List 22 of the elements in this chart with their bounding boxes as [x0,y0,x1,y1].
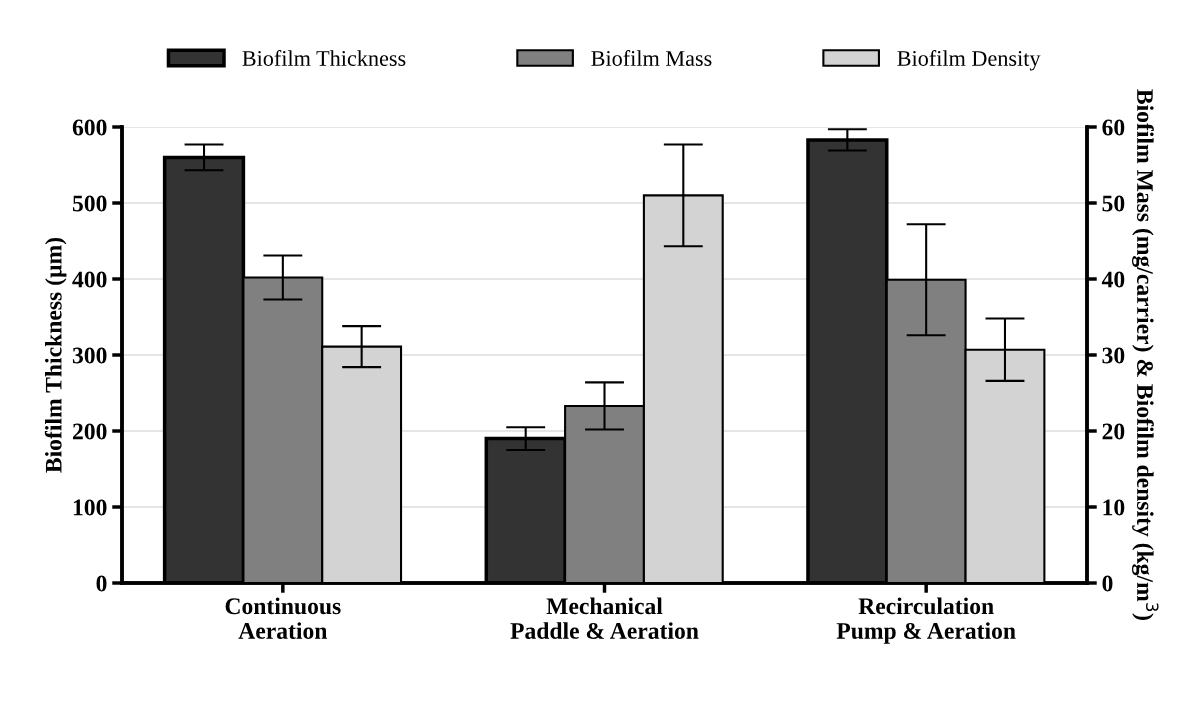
y2-tick-label: 0 [1102,575,1113,592]
x-tick-label: Continuous Aeration [225,597,341,639]
y2-tick-label: 50 [1102,195,1125,212]
y-tick-label: 400 [72,271,107,288]
y2-tick-label: 10 [1103,499,1125,516]
y2-axis-title: Biofilm Mass (mg/carrier) & Biofilm density (kg/m$^{3}$) [1132,89,1159,620]
y2-tick-label: 40 [1101,271,1125,288]
y-tick-label: 100 [73,499,107,516]
x-tick-label: Recirculation Pump & Aeration [836,597,1016,644]
legend-label: Biofilm Density [897,50,1041,71]
legend-label: Biofilm Thickness [242,50,406,66]
y2-tick-label: 60 [1102,119,1125,136]
y-tick-label: 300 [72,347,107,364]
legend-label: Biofilm Mass [591,50,712,66]
y-tick-label: 0 [96,575,107,592]
y2-tick-label: 20 [1102,423,1125,440]
x-tick-label: Mechanical Paddle & Aeration [510,597,699,639]
y-tick-label: 600 [72,119,107,136]
y2-tick-label: 30 [1102,347,1125,364]
y-axis-title: Biofilm Thickness (µm) [44,237,67,473]
y-tick-label: 200 [72,423,107,440]
y-tick-label: 500 [72,195,107,212]
